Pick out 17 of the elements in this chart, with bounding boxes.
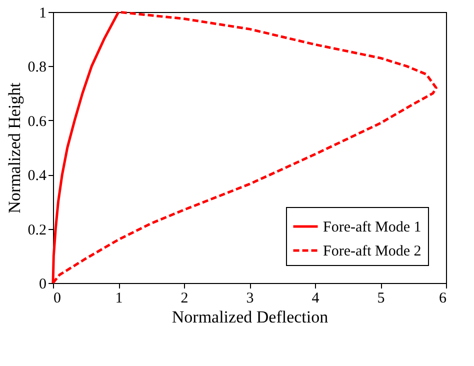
x-tick-label: 1: [115, 290, 123, 306]
y-tick-label: 0: [39, 276, 46, 292]
x-tick-label: 4: [312, 290, 320, 306]
x-tick-label: 3: [246, 290, 254, 306]
x-tick-label: 0: [54, 290, 61, 306]
y-tick-label: 0.4: [28, 168, 47, 184]
y-tick-label: 0.8: [28, 60, 46, 76]
x-axis-title: Normalized Deflection: [172, 308, 329, 326]
legend-label: Fore-aft Mode 1: [323, 220, 422, 236]
x-tick-label: 5: [377, 290, 385, 306]
x-tick-label: 2: [180, 290, 188, 306]
y-axis-title: Normalized Height: [4, 82, 24, 214]
legend-label: Fore-aft Mode 2: [323, 244, 422, 260]
y-tick-label: 1: [39, 6, 46, 22]
y-tick-label: 0.6: [28, 114, 47, 130]
y-tick-label: 0.2: [28, 222, 46, 238]
x-tick-label: 6: [439, 290, 447, 306]
